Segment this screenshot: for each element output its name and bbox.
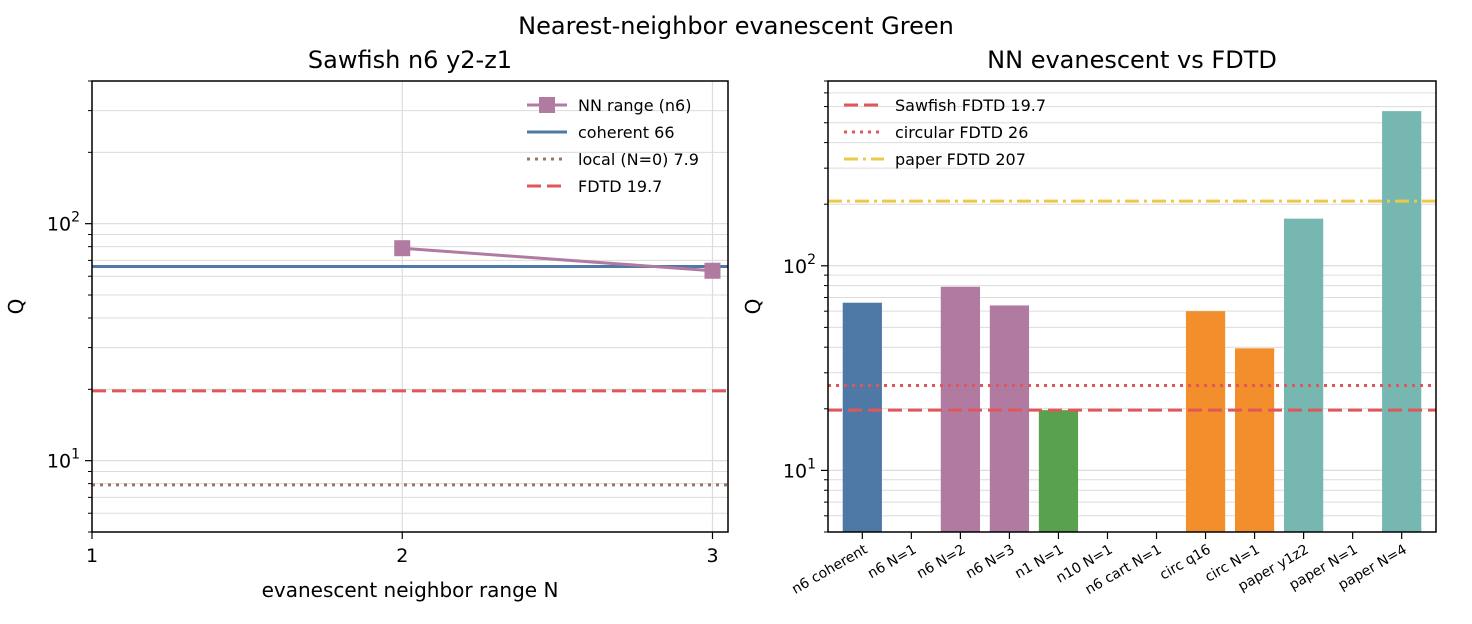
legend-label-1: NN range (n6) bbox=[578, 96, 691, 115]
legend-label-2: coherent 66 bbox=[578, 123, 675, 142]
y-tick-label: 102 bbox=[47, 210, 80, 236]
data-point bbox=[394, 240, 411, 257]
legend: NN range (n6) coherent 66 local (N=0) 7.9 F… bbox=[527, 96, 699, 196]
bar-12 bbox=[1382, 111, 1422, 533]
y-tick-label: 102 bbox=[783, 252, 816, 278]
axes-frame bbox=[91, 80, 729, 533]
bar-9 bbox=[1234, 348, 1275, 532]
x-tick-label: 1 bbox=[86, 545, 98, 567]
data-point bbox=[704, 262, 721, 279]
category-label: n6 N=2 bbox=[914, 542, 968, 583]
y-tick-label: 101 bbox=[47, 447, 80, 473]
left-panel: 101 102 1 2 3 Sawfish n6 y2-z1 evanescent neig… bbox=[4, 46, 729, 602]
legend-label-4: FDTD 19.7 bbox=[578, 177, 662, 196]
bar-5 bbox=[1038, 410, 1079, 532]
x-tick-label: 3 bbox=[706, 545, 718, 567]
left-panel-title: Sawfish n6 y2-z1 bbox=[308, 46, 512, 74]
x-axis-label: evanescent neighbor range N bbox=[262, 578, 559, 602]
bar-8 bbox=[1185, 311, 1226, 532]
legend-label-1: Sawfish FDTD 19.7 bbox=[895, 96, 1046, 115]
legend: Sawfish FDTD 19.7 circular FDTD 26 paper F… bbox=[844, 96, 1046, 169]
bar-1 bbox=[842, 302, 882, 532]
category-label: n6 N=1 bbox=[865, 542, 919, 583]
bar-4 bbox=[989, 305, 1030, 532]
category-label: n6 coherent bbox=[789, 541, 871, 597]
category-label: n6 N=3 bbox=[963, 542, 1017, 583]
bar-10 bbox=[1284, 218, 1324, 532]
series-line bbox=[402, 246, 713, 273]
legend-label-3: paper FDTD 207 bbox=[895, 150, 1026, 169]
plot-area bbox=[92, 240, 728, 487]
legend-label-3: local (N=0) 7.9 bbox=[578, 150, 699, 169]
legend-label-2: circular FDTD 26 bbox=[895, 123, 1028, 142]
y-axis-label: Q bbox=[741, 299, 765, 315]
axes-frame bbox=[827, 80, 1437, 533]
x-tick-label: 2 bbox=[396, 545, 408, 567]
y-axis-label: Q bbox=[4, 299, 28, 315]
legend-marker bbox=[539, 97, 555, 113]
y-tick-label: 101 bbox=[783, 456, 816, 482]
figure-suptitle: Nearest-neighbor evanescent Green bbox=[518, 12, 954, 40]
right-panel-title: NN evanescent vs FDTD bbox=[987, 46, 1277, 74]
